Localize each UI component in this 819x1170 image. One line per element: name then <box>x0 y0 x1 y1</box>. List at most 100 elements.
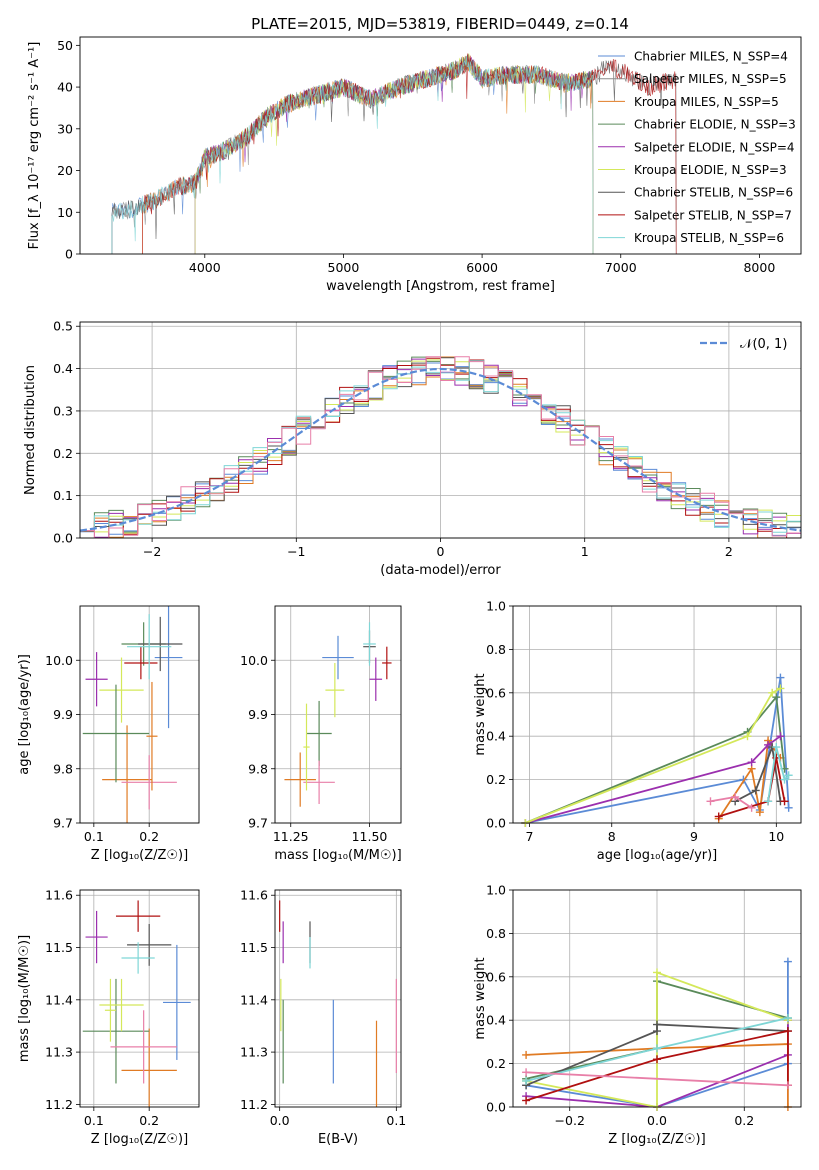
weight-marker <box>780 775 789 784</box>
y-tick-label: 20 <box>57 163 73 178</box>
spectrum-series-line <box>194 53 594 254</box>
grid <box>275 890 401 1107</box>
mass-vs-ebv-panel: 0.0 0.1 11.2 11.3 11.4 11.5 11.6 E(B-V) <box>240 888 406 1147</box>
legend-label: Kroupa STELIB, N_SSP=6 <box>634 231 784 245</box>
weight-marker <box>772 743 781 752</box>
error-bars <box>279 900 397 1107</box>
axes-frame <box>274 889 402 1108</box>
x-tick-label: 7 <box>525 829 533 844</box>
y-axis-label: mass weight <box>473 673 488 755</box>
data-point <box>82 684 150 783</box>
y-tick-label: 50 <box>57 38 73 53</box>
y-tick-label: 0.0 <box>486 1100 506 1115</box>
y-tick-label: 1.0 <box>486 883 506 898</box>
x-axis-label: age [log₁₀(age/yr)] <box>597 848 718 863</box>
x-tick-label: −0.2 <box>555 1113 585 1128</box>
weight-marker <box>731 792 740 801</box>
legend-label: Chabrier MILES, N_SSP=4 <box>634 50 788 64</box>
spectrum-lines <box>111 53 677 254</box>
axes-frame <box>512 889 802 1108</box>
y-tick-label: 11.6 <box>45 888 73 903</box>
data-point <box>146 681 158 791</box>
weight-marker <box>747 758 756 767</box>
weight-series-line <box>525 971 789 1109</box>
grid <box>80 606 199 824</box>
legend-label: Salpeter ELODIE, N_SSP=4 <box>634 140 795 154</box>
weight-vs-age-panel: 7 8 9 10 0.0 0.2 0.4 0.6 0.8 1.0 age [log₁₀(age/yr… <box>473 599 802 863</box>
weight-series-line <box>525 677 790 824</box>
y-tick-label: 11.6 <box>240 888 268 903</box>
residuals-legend: 𝒩(0, 1) <box>700 337 787 352</box>
data-point <box>102 725 152 823</box>
y-tick-label: 0.8 <box>486 642 506 657</box>
y-tick-label: 0.4 <box>53 361 73 376</box>
axes-frame <box>79 605 200 824</box>
legend-label: Chabrier STELIB, N_SSP=6 <box>634 186 793 200</box>
weight-vs-metallicity-panel: −0.2 0.0 0.2 0.0 0.2 0.4 0.6 0.8 1.0 Z [log₁₀(Z/Z… <box>473 883 802 1147</box>
spectrum-panel: 4000 5000 6000 7000 8000 0 10 20 30 40 50 wavelengt… <box>27 36 802 294</box>
axes-frame <box>79 321 802 539</box>
weight-marker <box>772 693 781 702</box>
y-tick-label: 9.8 <box>53 761 73 776</box>
weight-marker <box>653 968 661 977</box>
data-point <box>284 752 316 807</box>
weight-marker <box>784 803 793 812</box>
weight-marker <box>714 812 723 821</box>
x-axis-label: mass [log₁₀(M/M☉)] <box>274 848 401 863</box>
weight-marker <box>522 1050 531 1059</box>
data-point <box>138 616 183 672</box>
y-tick-label: 0.4 <box>486 729 506 744</box>
x-tick-label: −1 <box>287 544 305 559</box>
x-tick-label: −2 <box>143 544 161 559</box>
data-point <box>85 652 108 707</box>
y-tick-label: 0.1 <box>53 488 73 503</box>
legend-label: Salpeter STELIB, N_SSP=7 <box>634 208 792 222</box>
y-tick-label: 9.9 <box>248 707 268 722</box>
weight-marker <box>780 797 789 806</box>
x-tick-label: 2 <box>725 544 733 559</box>
x-axis-label: Z [log₁₀(Z/Z☉)] <box>608 1132 705 1147</box>
age-vs-mass-panel: 11.25 11.50 9.7 9.8 9.9 10.0 mass [log₁₀(M/M☉)… <box>240 605 402 863</box>
data-point <box>110 1010 177 1084</box>
y-tick-label: 1.0 <box>486 599 506 614</box>
weight-series-line <box>525 961 789 1108</box>
y-tick-label: 11.5 <box>240 940 268 955</box>
legend-label: Salpeter MILES, N_SSP=5 <box>634 72 787 86</box>
y-tick-label: 9.7 <box>53 816 73 831</box>
data-point <box>99 978 144 1032</box>
weight-marker <box>776 684 785 693</box>
weight-series-line <box>734 743 782 803</box>
data-point <box>363 622 376 666</box>
normal-reference-curve <box>80 367 801 532</box>
histogram-steps <box>80 356 801 538</box>
data-point <box>124 646 158 680</box>
x-tick-label: 0.0 <box>270 1113 290 1128</box>
weight-series-line <box>524 687 781 824</box>
y-axis-label: mass [log₁₀(M/M☉)] <box>17 935 32 1062</box>
data-point <box>303 760 335 805</box>
weight-marker <box>522 1096 531 1105</box>
spectrum-series-line <box>111 53 677 254</box>
y-tick-label: 11.4 <box>45 992 73 1007</box>
data-point <box>121 755 177 810</box>
weight-series-line <box>525 1029 789 1102</box>
x-axis-label: Z [log₁₀(Z/Z☉)] <box>91 848 188 863</box>
y-tick-label: 0.2 <box>53 446 73 461</box>
spectrum-legend: Chabrier MILES, N_SSP=4 Salpeter MILES, N… <box>598 50 796 245</box>
data-point <box>325 662 345 718</box>
x-tick-label: 0.1 <box>84 1113 104 1128</box>
error-bars <box>82 606 183 823</box>
y-tick-label: 11.2 <box>240 1097 268 1112</box>
weight-marker <box>653 1020 661 1029</box>
weight-marker <box>768 688 777 697</box>
x-axis-label: wavelength [Angstrom, rest frame] <box>326 279 555 294</box>
y-tick-label: 0.6 <box>486 969 506 984</box>
x-axis-label: Z [log₁₀(Z/Z☉)] <box>91 1132 188 1147</box>
data-point <box>127 923 172 966</box>
y-tick-label: 9.8 <box>248 761 268 776</box>
x-tick-label: 8 <box>608 829 616 844</box>
legend-label: Kroupa ELODIE, N_SSP=3 <box>634 163 787 177</box>
y-tick-label: 0.6 <box>486 685 506 700</box>
x-tick-label: 0.2 <box>139 1113 159 1128</box>
x-axis-label: (data-model)/error <box>380 563 501 578</box>
